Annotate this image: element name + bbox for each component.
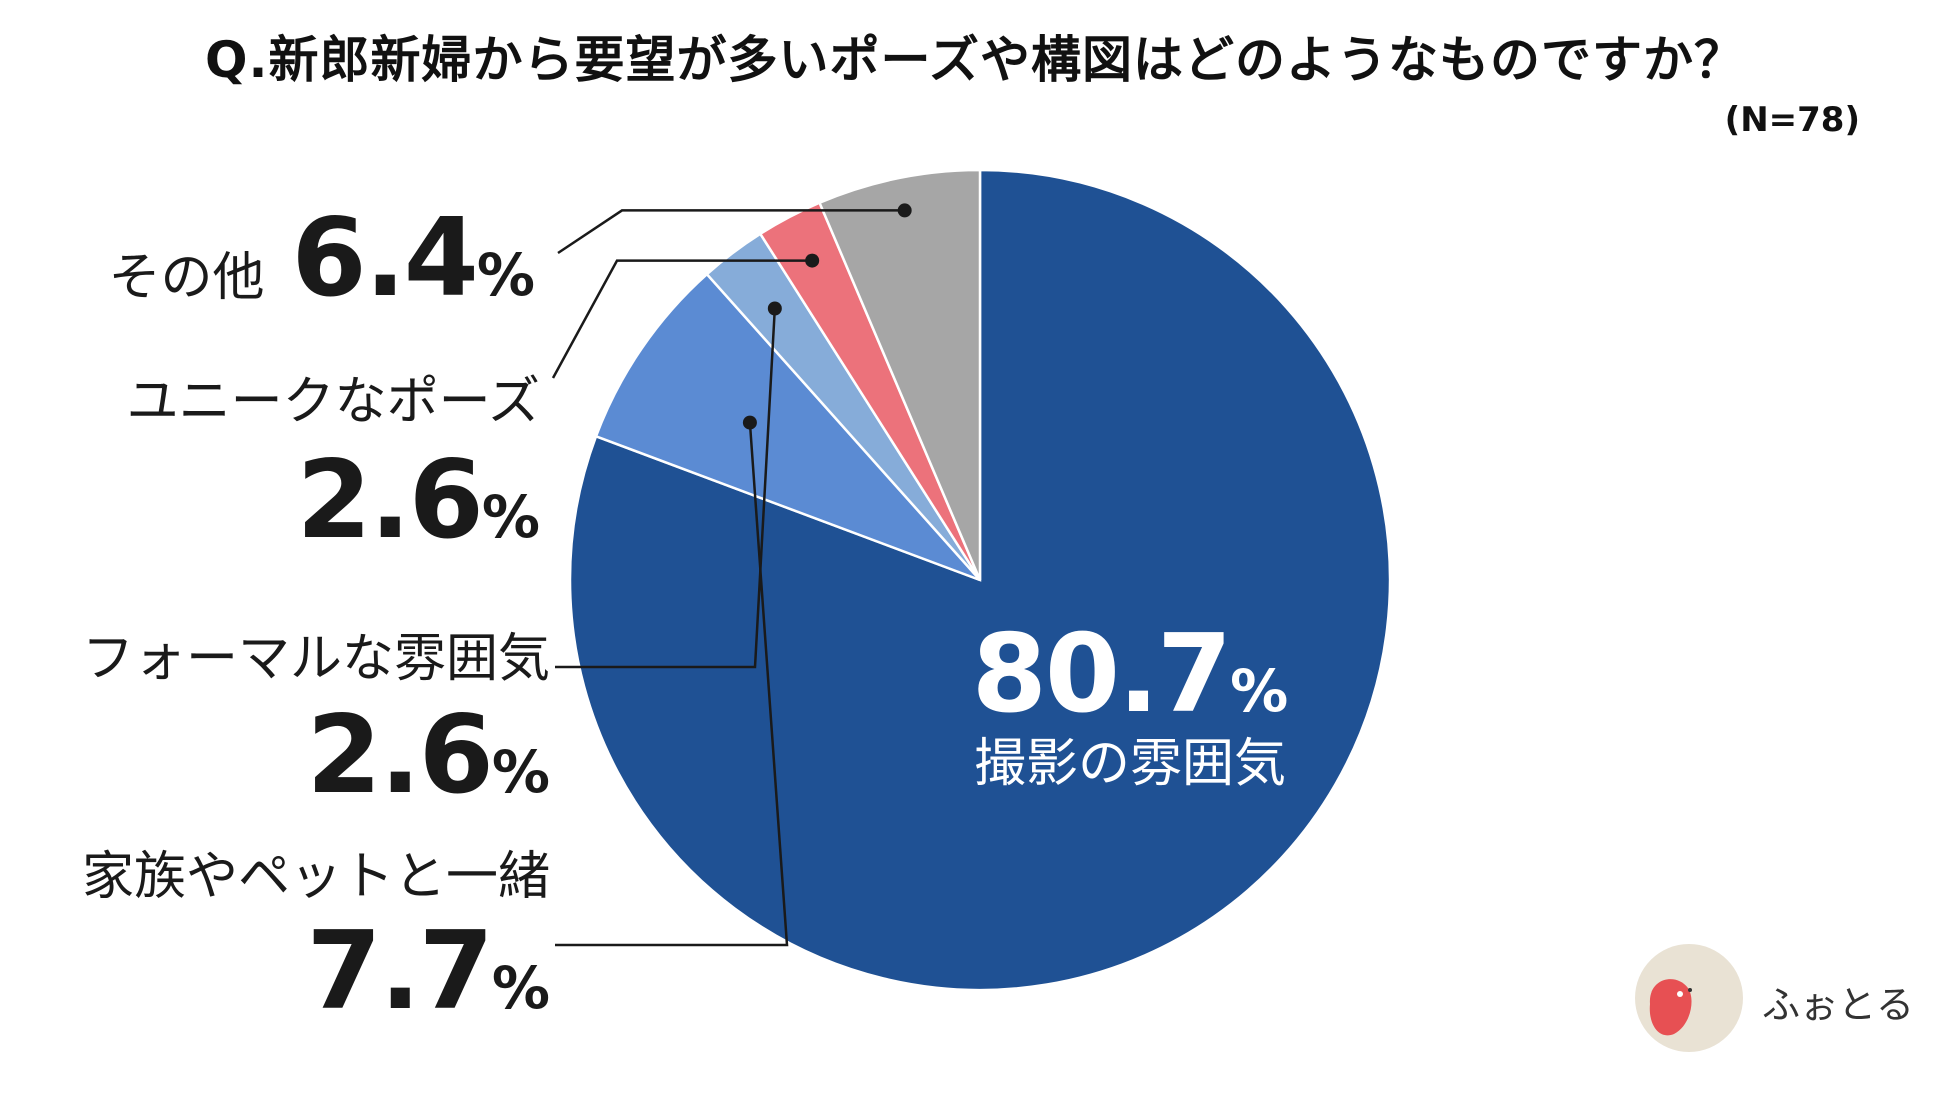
main-slice-name: 撮影の雰囲気 bbox=[973, 734, 1286, 795]
label-formal-value: 2.6 bbox=[306, 692, 494, 818]
leader-formal-dot bbox=[767, 301, 782, 316]
main-slice-unit: % bbox=[1230, 657, 1289, 725]
label-unique-unit: % bbox=[481, 482, 540, 551]
logo-mascot-eye bbox=[1677, 991, 1683, 997]
leader-lines bbox=[551, 203, 912, 947]
label-formal-name: フォーマルな雰囲気 bbox=[81, 629, 550, 689]
leader-family bbox=[555, 422, 789, 947]
label-other-unit: % bbox=[476, 241, 535, 309]
label-other-name: その他 bbox=[108, 248, 265, 308]
label-formal-unit: % bbox=[491, 737, 550, 806]
label-unique-name: ユニークなポーズ bbox=[126, 372, 540, 432]
label-unique-value: 2.6 bbox=[296, 437, 484, 563]
sample-size: (N=78) bbox=[1724, 100, 1860, 140]
main-slice-label: 80.7% 撮影の雰囲気 bbox=[960, 618, 1300, 792]
chart-title: Q.新郎新婦から要望が多いポーズや構図はどのようなものですか？ bbox=[205, 31, 1745, 89]
label-other-value: 6.4 bbox=[291, 196, 479, 321]
slice-family-pets bbox=[594, 272, 981, 582]
label-unique: ユニークなポーズ 2.6% bbox=[127, 375, 540, 557]
label-family-name: 家族やペットと一緒 bbox=[81, 847, 550, 907]
leader-formal bbox=[555, 308, 777, 669]
label-family-value: 7.7 bbox=[306, 908, 494, 1034]
leader-other-dot bbox=[897, 203, 912, 218]
label-formal: フォーマルな雰囲気 2.6% bbox=[82, 632, 550, 812]
leader-unique-dot bbox=[805, 253, 820, 268]
label-other: その他 6.4% bbox=[108, 196, 535, 321]
label-family: 家族やペットと一緒 7.7% bbox=[82, 850, 550, 1028]
leader-other bbox=[557, 209, 905, 255]
leader-unique bbox=[551, 259, 813, 379]
brand-logo bbox=[1635, 944, 1743, 1052]
pie-slices bbox=[568, 168, 1392, 992]
leader-family-dot bbox=[742, 415, 757, 430]
label-family-unit: % bbox=[491, 953, 550, 1022]
logo-text: ふぉとる bbox=[1762, 983, 1915, 1027]
logo-mascot-eye bbox=[1688, 988, 1692, 992]
main-slice-value: 80.7 bbox=[971, 612, 1232, 737]
slice-other bbox=[817, 168, 982, 581]
